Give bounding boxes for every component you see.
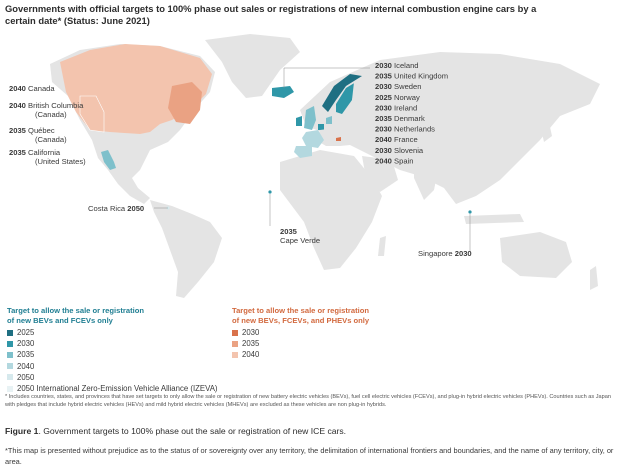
svg-text:(Canada): (Canada) [35, 110, 67, 119]
california [101, 150, 116, 170]
swatch-teal-2030 [7, 340, 13, 347]
svg-text:2025 Norway: 2025 Norway [375, 93, 420, 102]
svg-text:2035 Denmark: 2035 Denmark [375, 114, 425, 123]
svg-text:2030 Ireland: 2030 Ireland [375, 103, 417, 112]
japan [540, 118, 552, 142]
eurasia [300, 52, 600, 204]
indonesia [464, 214, 524, 224]
finland [352, 80, 368, 108]
svg-text:2030 Sweden: 2030 Sweden [375, 82, 421, 91]
swatch-teal-2040 [7, 363, 13, 370]
swatch-teal-2025 [7, 329, 13, 336]
swatch-orange-2035 [232, 340, 238, 347]
legend-bev-item: 2050 International Zero-Emission Vehicle… [7, 383, 218, 394]
svg-text:(United States): (United States) [35, 157, 86, 166]
legend-phev-heading: Target to allow the sale or registration… [232, 306, 370, 325]
world-map: 2040 Canada 2040 British Columbia (Canad… [9, 34, 600, 298]
swatch-teal-2050 [7, 374, 13, 381]
arabia [362, 156, 398, 192]
australia [500, 232, 572, 278]
footnote: * Includes countries, states, and provin… [5, 394, 611, 408]
france [302, 130, 324, 148]
legend-bev-item: 2040 [7, 361, 218, 372]
svg-text:2040 Spain: 2040 Spain [375, 156, 413, 165]
legend-bev-item: 2025 [7, 327, 218, 338]
united-kingdom [304, 106, 316, 130]
svg-text:2030 Slovenia: 2030 Slovenia [375, 146, 424, 155]
new-zealand [590, 266, 598, 290]
legend-phev-list: 2030 2035 2040 [232, 327, 259, 361]
netherlands [318, 124, 324, 130]
europe-labels: 2030 Iceland 2035 United Kingdom 2030 Sw… [375, 61, 448, 165]
madagascar [378, 236, 386, 256]
swatch-orange-2030 [232, 329, 238, 336]
legend-phev-item: 2040 [232, 349, 259, 360]
svg-text:2040 Canada: 2040 Canada [9, 84, 55, 93]
legend-bev-item: 2035 [7, 349, 218, 360]
spain [294, 146, 312, 158]
cape-verde-marker [268, 190, 272, 194]
svg-text:2035 California: 2035 California [9, 148, 61, 157]
legend-phev-item: 2030 [232, 327, 259, 338]
figure-caption-text: . Government targets to 100% phase out t… [38, 426, 347, 436]
legend-bev-list: 2025 2030 2035 2040 2050 2050 Internatio… [7, 327, 218, 394]
singapore-label: Singapore 2030 [418, 249, 472, 258]
cape-verde-year: 2035 [280, 227, 298, 236]
legend-phev-item: 2035 [232, 338, 259, 349]
india [414, 158, 440, 200]
africa [280, 150, 382, 270]
singapore-marker [468, 210, 472, 214]
svg-text:2030 Netherlands: 2030 Netherlands [375, 125, 435, 134]
cape-verde-name: Cape Verde [280, 236, 320, 245]
svg-text:2030 Iceland: 2030 Iceland [375, 61, 419, 70]
svg-text:2035 United Kingdom: 2035 United Kingdom [375, 72, 448, 81]
iceland [272, 86, 294, 98]
quebec [168, 82, 202, 124]
leader-europe [283, 67, 370, 88]
figure-caption: Figure 1. Government targets to 100% pha… [5, 426, 615, 436]
svg-text:2040 British Columbia: 2040 British Columbia [9, 101, 84, 110]
legend-bev-item: 2030 [7, 338, 218, 349]
map-title: Governments with official targets to 100… [5, 3, 537, 26]
swatch-orange-2040 [232, 351, 238, 358]
continental-europe [316, 126, 366, 146]
legend-bev-item: 2050 [7, 372, 218, 383]
svg-text:(Canada): (Canada) [35, 135, 67, 144]
norway [322, 74, 362, 112]
svg-text:2035 Québec: 2035 Québec [9, 126, 55, 135]
disclaimer: *This map is presented without prejudice… [5, 446, 614, 466]
denmark [326, 116, 332, 124]
sweden [336, 82, 356, 114]
svg-text:2040 France: 2040 France [375, 135, 418, 144]
south-america [150, 200, 222, 298]
british-columbia [79, 95, 105, 133]
greenland [205, 34, 300, 98]
swatch-teal-2035 [7, 351, 13, 358]
left-labels: 2040 Canada 2040 British Columbia (Canad… [9, 84, 86, 166]
costa-rica-label: Costa Rica 2050 [88, 204, 144, 213]
legend-bev-heading: Target to allow the sale or registration… [7, 306, 144, 325]
slovenia [336, 137, 341, 141]
swatch-teal-izeva [7, 385, 13, 392]
ireland [296, 116, 302, 126]
figure-label: Figure 1 [5, 426, 39, 436]
